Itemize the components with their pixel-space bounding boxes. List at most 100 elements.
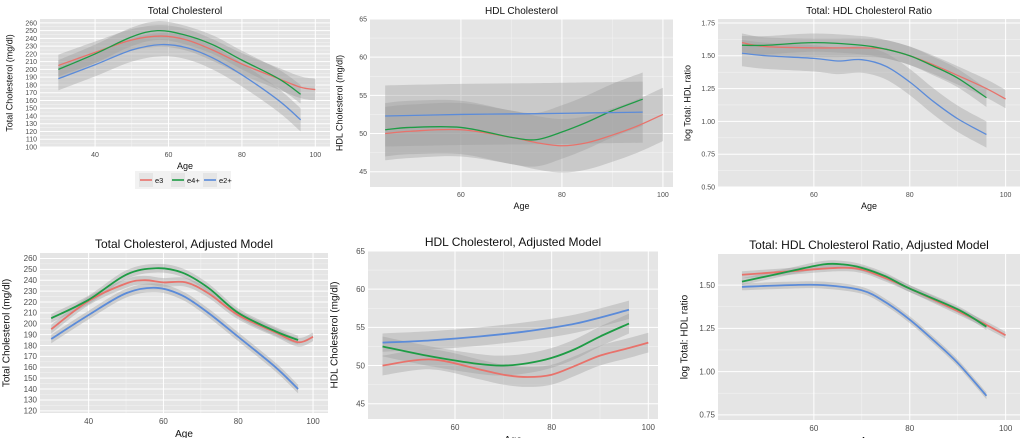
x-tick-label: 100 xyxy=(999,424,1013,433)
chart-panel-6: 60 80 100 0.75 1.00 1.25 1.50 Total: HDL Choles… xyxy=(679,238,1020,438)
y-tick-label: 50 xyxy=(359,131,367,138)
y-tick-label: 65 xyxy=(359,16,367,23)
y-tick-label: 130 xyxy=(25,121,37,128)
y-tick-label: 0.75 xyxy=(699,411,715,420)
y-tick-label: 1.50 xyxy=(699,281,715,290)
legend-label-e2+: e2+ xyxy=(219,176,232,185)
series-line-e2+ xyxy=(58,43,302,121)
y-tick-label: 0.75 xyxy=(701,152,715,159)
series-line-e2+ xyxy=(741,52,987,136)
series-line-e4+ xyxy=(382,322,630,367)
y-tick-label: 250 xyxy=(25,28,37,35)
y-axis-title: log Total: HDL ratio xyxy=(683,65,693,141)
x-tick-label: 100 xyxy=(309,152,321,159)
y-tick-label: 120 xyxy=(24,407,38,416)
x-tick-label: 60 xyxy=(809,424,818,433)
x-axis-title: Age xyxy=(177,161,193,171)
y-tick-label: 210 xyxy=(24,309,38,318)
ribbon-e2+ xyxy=(741,40,987,148)
ribbon-e3 xyxy=(51,275,314,347)
x-tick-label: 80 xyxy=(558,192,566,199)
y-tick-label: 200 xyxy=(24,320,38,329)
y-tick-label: 180 xyxy=(24,341,38,350)
plot-background xyxy=(40,19,330,147)
ribbon-e3 xyxy=(385,87,663,173)
grid xyxy=(368,250,658,419)
chart-title: Total: HDL Cholesterol Ratio xyxy=(806,6,932,17)
x-tick-label: 100 xyxy=(642,423,656,432)
y-tick-label: 150 xyxy=(24,374,38,383)
y-tick-label: 45 xyxy=(356,400,365,409)
chart-panel-1: 40 60 80 1001001101201301401501601701801902… xyxy=(5,6,330,171)
y-tick-label: 1.25 xyxy=(701,86,715,93)
grid xyxy=(40,19,330,148)
y-tick-label: 170 xyxy=(24,352,38,361)
y-tick-label: 230 xyxy=(24,287,38,296)
y-tick-label: 1.25 xyxy=(699,324,715,333)
plot-background xyxy=(718,254,1020,420)
y-axis-title: HDL Cholesterol (mg/dl) xyxy=(335,55,345,151)
chart-panel-2: 60 80 100 45 50 55 60 65 HDL Cholesterol Age HDL C… xyxy=(335,6,673,211)
y-tick-label: 50 xyxy=(356,361,365,370)
chart-title: Total Cholesterol, Adjusted Model xyxy=(95,237,273,251)
legend-label-e4+: e4+ xyxy=(187,176,200,185)
y-tick-label: 110 xyxy=(26,137,37,144)
x-axis-title: Age xyxy=(513,201,529,211)
chart-panel-3: 60 80 100 0.50 0.75 1.00 1.25 1.50 1.75 Total: HD… xyxy=(683,6,1020,211)
ribbon-e3 xyxy=(741,33,1006,109)
y-tick-label: 1.75 xyxy=(701,20,715,27)
y-tick-label: 140 xyxy=(24,385,38,394)
y-axis-title: Total Cholesterol (mg/dl) xyxy=(1,279,12,387)
y-tick-label: 140 xyxy=(25,113,37,120)
y-tick-label: 55 xyxy=(359,93,367,100)
x-tick-label: 100 xyxy=(306,417,320,426)
y-tick-label: 180 xyxy=(25,82,37,89)
y-tick-label: 240 xyxy=(24,276,38,285)
grid xyxy=(40,253,328,413)
y-tick-label: 100 xyxy=(25,144,37,151)
y-tick-label: 190 xyxy=(24,330,38,339)
legend-label-e3: e3 xyxy=(155,176,163,185)
y-tick-label: 230 xyxy=(25,44,37,51)
y-axis-title: log Total: HDL ratio xyxy=(679,294,690,379)
y-tick-label: 120 xyxy=(25,129,37,136)
ribbon-e3 xyxy=(58,25,316,101)
ribbon-e4+ xyxy=(51,263,299,345)
x-axis-title: Age xyxy=(175,429,193,438)
x-tick-label: 80 xyxy=(238,152,246,159)
series-line-e2+ xyxy=(382,308,630,344)
series-line-e2+ xyxy=(385,111,643,117)
series-line-e4+ xyxy=(741,262,987,328)
x-tick-label: 80 xyxy=(234,417,243,426)
x-axis-title: Age xyxy=(504,435,522,438)
y-tick-label: 150 xyxy=(25,106,37,113)
x-tick-label: 60 xyxy=(810,192,818,199)
x-tick-label: 60 xyxy=(451,423,460,432)
chart-title: Total: HDL Cholesterol Ratio, Adjusted M… xyxy=(749,238,989,252)
x-tick-label: 100 xyxy=(1000,192,1012,199)
y-tick-label: 220 xyxy=(25,51,37,58)
x-tick-label: 40 xyxy=(91,152,99,159)
series-line-e2+ xyxy=(50,286,299,390)
y-tick-label: 45 xyxy=(359,169,367,176)
x-tick-label: 60 xyxy=(457,192,465,199)
x-tick-label: 60 xyxy=(165,152,173,159)
y-axis-title: HDL Cholesterol (mg/dl) xyxy=(329,282,340,389)
y-tick-label: 210 xyxy=(25,59,37,66)
series-line-e3 xyxy=(385,113,664,147)
chart-panel-5: 60 80 100 45 50 55 60 65 HDL Cholesterol, Adjust… xyxy=(329,235,658,438)
series-line-e2+ xyxy=(741,283,988,397)
series-line-e4+ xyxy=(58,29,302,95)
y-tick-label: 55 xyxy=(356,323,365,332)
series-line-e4+ xyxy=(385,98,643,141)
y-tick-label: 170 xyxy=(25,90,37,97)
ribbon-e2+ xyxy=(58,32,301,132)
x-tick-label: 100 xyxy=(657,192,669,199)
ribbon-e3 xyxy=(741,264,1006,339)
y-tick-label: 190 xyxy=(25,75,37,82)
y-tick-label: 65 xyxy=(356,247,365,256)
chart-title: HDL Cholesterol xyxy=(485,6,558,17)
y-tick-label: 60 xyxy=(356,285,365,294)
x-tick-label: 40 xyxy=(84,417,93,426)
